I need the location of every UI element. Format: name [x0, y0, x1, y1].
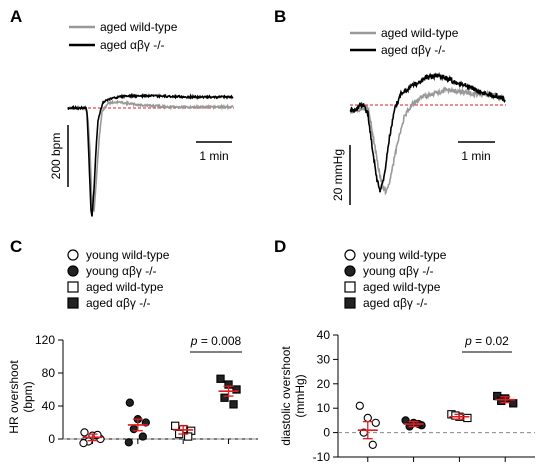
- data-point-filled-circle: [125, 398, 134, 407]
- trace-aged-abg: [349, 71, 506, 193]
- panel-letter-d: D: [274, 237, 286, 256]
- data-point-open-circle: [79, 438, 88, 448]
- trace-aged-wild-type: [67, 99, 234, 212]
- y-tick-label: 30: [317, 352, 331, 366]
- data-point-open-circle: [80, 428, 89, 437]
- data-point-open-square: [451, 411, 460, 420]
- legend-marker-filled-square: [67, 297, 79, 309]
- data-point-filled-square: [232, 385, 241, 394]
- data-point-open-circle: [363, 413, 372, 423]
- legend-label-aged-wild-type: aged wild-type: [381, 26, 459, 40]
- data-point-open-square: [184, 432, 193, 441]
- trace-aged-wild-type: [349, 86, 506, 196]
- legend-marker-open-square: [344, 281, 356, 293]
- data-point-filled-square: [509, 399, 518, 408]
- y-axis-label-line2: (bpm): [21, 381, 35, 412]
- legend-label-young-wild-type: young wild-type: [86, 248, 170, 262]
- data-point-filled-circle: [138, 432, 147, 441]
- data-point-open-circle: [368, 440, 377, 449]
- legend-marker-open-circle: [67, 249, 79, 261]
- data-point-filled-square: [229, 400, 238, 409]
- y-tick-label: -10: [313, 450, 331, 464]
- data-point-open-square: [463, 413, 472, 423]
- legend-label-young-abg: young αβγ -/-: [363, 264, 434, 278]
- legend-label-aged-wild-type: aged wild-type: [100, 20, 178, 34]
- y-tick-label: 40: [42, 399, 56, 413]
- y-tick-label: 120: [35, 333, 55, 347]
- data-point-filled-square: [497, 396, 506, 406]
- panel-letter-c: C: [10, 237, 22, 256]
- data-point-filled-circle: [124, 438, 133, 447]
- data-point-open-square: [171, 421, 180, 430]
- legend-marker-open-square: [67, 281, 79, 293]
- panel-letter-a: A: [10, 7, 22, 26]
- y-tick-label: 10: [317, 401, 331, 415]
- legend-label-aged-abg: aged αβγ -/-: [363, 296, 428, 310]
- chart-diastolic-overshoot: diastolic overshoot (mmHg) p = 0.02 -10 0…: [279, 328, 535, 464]
- data-point-filled-square: [220, 393, 229, 402]
- chart-hr-overshoot: HR overshoot (bpm) p = 0.008 0 40 80 120: [7, 333, 258, 448]
- legend-label-aged-wild-type: aged wild-type: [363, 280, 441, 294]
- data-point-open-circle: [355, 401, 364, 410]
- scale-label-y: 200 bpm: [49, 133, 63, 180]
- legend-label-aged-abg: aged αβγ -/-: [381, 43, 446, 57]
- legend-marker-open-circle: [344, 249, 356, 261]
- scale-label-y: 20 mmHg: [331, 149, 345, 201]
- panel-b: aged wild-type aged αβγ -/- 20 mmHg 1 mi…: [331, 26, 506, 205]
- data-point-filled-circle: [129, 424, 138, 434]
- legend-marker-filled-square: [344, 297, 356, 309]
- legend-marker-filled-circle: [344, 265, 356, 277]
- legend-label-young-abg: young αβγ -/-: [86, 264, 157, 278]
- y-tick-label: 20: [317, 377, 331, 391]
- panel-letter-b: B: [274, 7, 286, 26]
- legend-label-young-wild-type: young wild-type: [363, 248, 447, 262]
- legend-marker-filled-circle: [67, 265, 79, 277]
- y-axis-label-line1: diastolic overshoot: [279, 346, 293, 446]
- y-axis-label-line1: HR overshoot: [7, 360, 21, 434]
- significance-label: p = 0.008: [190, 334, 242, 348]
- legend-label-aged-abg: aged αβγ -/-: [100, 38, 165, 52]
- legend-c: young wild-type young αβγ -/- aged wild-…: [67, 248, 170, 310]
- y-tick-label: 0: [48, 432, 55, 446]
- y-tick-label: 0: [323, 426, 330, 440]
- y-tick-label: 40: [317, 328, 331, 342]
- legend-d: young wild-type young αβγ -/- aged wild-…: [344, 248, 447, 310]
- legend-label-aged-abg: aged αβγ -/-: [86, 296, 151, 310]
- y-axis-label-line2: (mmHg): [293, 374, 307, 417]
- significance-label: p = 0.02: [464, 334, 509, 348]
- trace-aged-abg: [67, 92, 234, 217]
- panel-a: aged wild-type aged αβγ -/- 200 bpm 1 mi…: [49, 20, 234, 217]
- scale-label-x: 1 min: [461, 149, 490, 163]
- legend-label-aged-wild-type: aged wild-type: [86, 280, 164, 294]
- data-point-filled-square: [216, 374, 225, 383]
- scale-label-x: 1 min: [199, 149, 228, 163]
- y-tick-label: 80: [42, 366, 56, 380]
- data-point-open-circle: [371, 418, 380, 427]
